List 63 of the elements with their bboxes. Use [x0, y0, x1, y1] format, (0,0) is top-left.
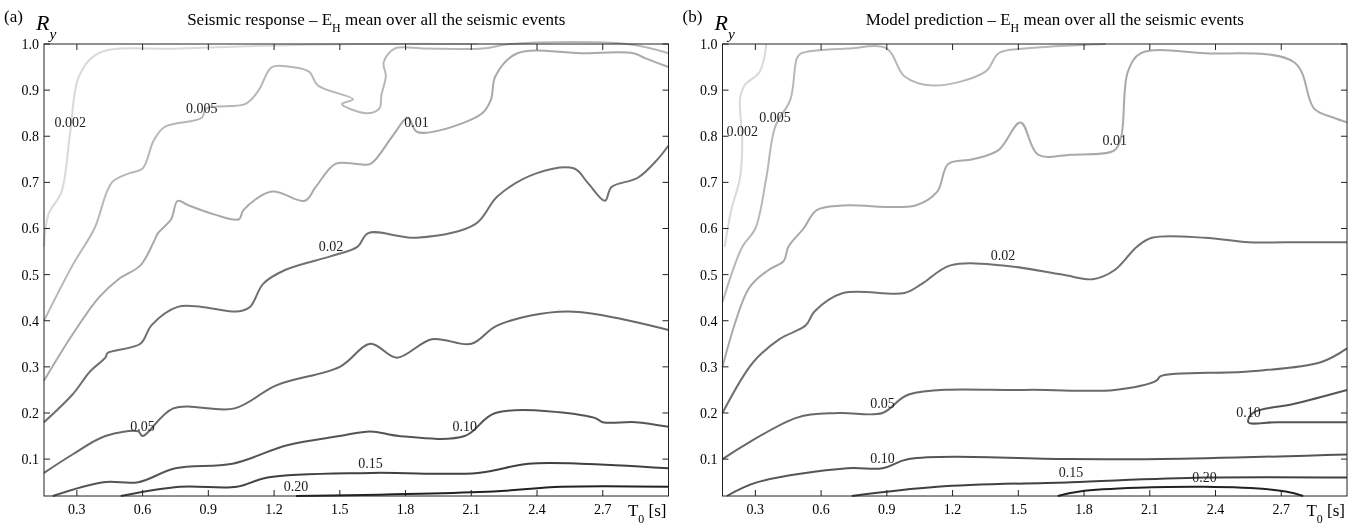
x-axis-title: T$_{0}$ [s]: [627, 501, 667, 526]
series-label: 0.02: [990, 248, 1016, 264]
series-label: 0.005: [759, 110, 791, 126]
x-tick-label: 1.2: [943, 502, 962, 517]
line-series: [43, 41, 670, 322]
x-tick-label: 0.9: [878, 502, 896, 517]
x-tick-label: 1.5: [1009, 502, 1028, 517]
series-label: 0.15: [358, 455, 383, 471]
y-tick-label: 0.5: [700, 267, 718, 283]
x-tick-label: 2.7: [594, 502, 612, 517]
y-tick-label: 1.0: [21, 37, 39, 52]
y-tick-label: 0.9: [21, 83, 39, 99]
x-tick-label: 0.3: [746, 502, 765, 517]
x-tick-label: 0.6: [812, 502, 830, 517]
y-tick-label: 0.5: [21, 267, 39, 283]
series-label: 0.01: [404, 114, 429, 130]
text: (a): [4, 7, 23, 26]
x-tick-label: 1.8: [1075, 502, 1093, 517]
series-label: 0.05: [870, 395, 895, 411]
y-tick-label: 0.6: [700, 221, 718, 237]
y-tick-label: 0.3: [21, 359, 39, 375]
x-tick-label: 1.5: [331, 502, 349, 517]
series-label: 0.05: [130, 419, 155, 435]
y-tick-label: 0.7: [21, 175, 39, 191]
y-tick-label: 0.4: [700, 313, 718, 329]
y-tick-label: 0.4: [21, 313, 39, 329]
series-label: 0.002: [726, 123, 758, 139]
y-tick-label: 0.7: [700, 175, 718, 191]
y-tick-label: 0.6: [21, 221, 39, 237]
text: (b): [682, 7, 703, 26]
y-tick-label: 0.8: [21, 129, 39, 145]
series-label: 0.10: [452, 419, 477, 435]
series-label: 0.01: [1102, 133, 1127, 149]
y-tick-label: 0.1: [21, 452, 39, 468]
y-tick-label: 1.0: [700, 37, 718, 52]
y-tick-label: 0.3: [700, 359, 718, 375]
line-series: [721, 347, 1348, 461]
x-tick-label: 2.1: [462, 502, 481, 517]
x-tick-label: 2.4: [1206, 502, 1225, 517]
line-series: [43, 310, 670, 474]
chart-title: Model prediction – E$_{H}$ mean over all the seismic events: [865, 10, 1244, 35]
x-tick-label: 0.6: [133, 502, 152, 517]
y-tick-label: 0.9: [700, 83, 718, 99]
x-tick-label: 2.7: [1272, 502, 1291, 517]
x-tick-label: 2.1: [1141, 502, 1159, 517]
y-tick-label: 0.8: [700, 129, 718, 145]
chart-title: Seismic response – E$_{H}$ mean over all the seismic events: [187, 10, 566, 35]
series-label: 0.02: [318, 239, 344, 255]
x-tick-label: 1.8: [396, 502, 415, 517]
y-tick-label: 0.2: [21, 405, 39, 421]
line-series: [725, 453, 1348, 497]
x-tick-label: 0.3: [68, 502, 86, 517]
x-tick-label: 2.4: [528, 502, 546, 517]
series-label: 0.002: [54, 114, 87, 130]
x-tick-label: 1.2: [265, 502, 283, 517]
series-label: 0.15: [1058, 465, 1084, 481]
y-tick-label: 0.1: [700, 452, 718, 468]
series-label: 0.20: [283, 479, 309, 494]
x-axis-title: T$_{0}$ [s]: [1306, 501, 1345, 526]
x-tick-label: 0.9: [199, 502, 218, 517]
y-tick-label: 0.2: [700, 405, 718, 421]
series-label: 0.10: [870, 451, 895, 467]
series-label: 0.005: [186, 100, 218, 116]
